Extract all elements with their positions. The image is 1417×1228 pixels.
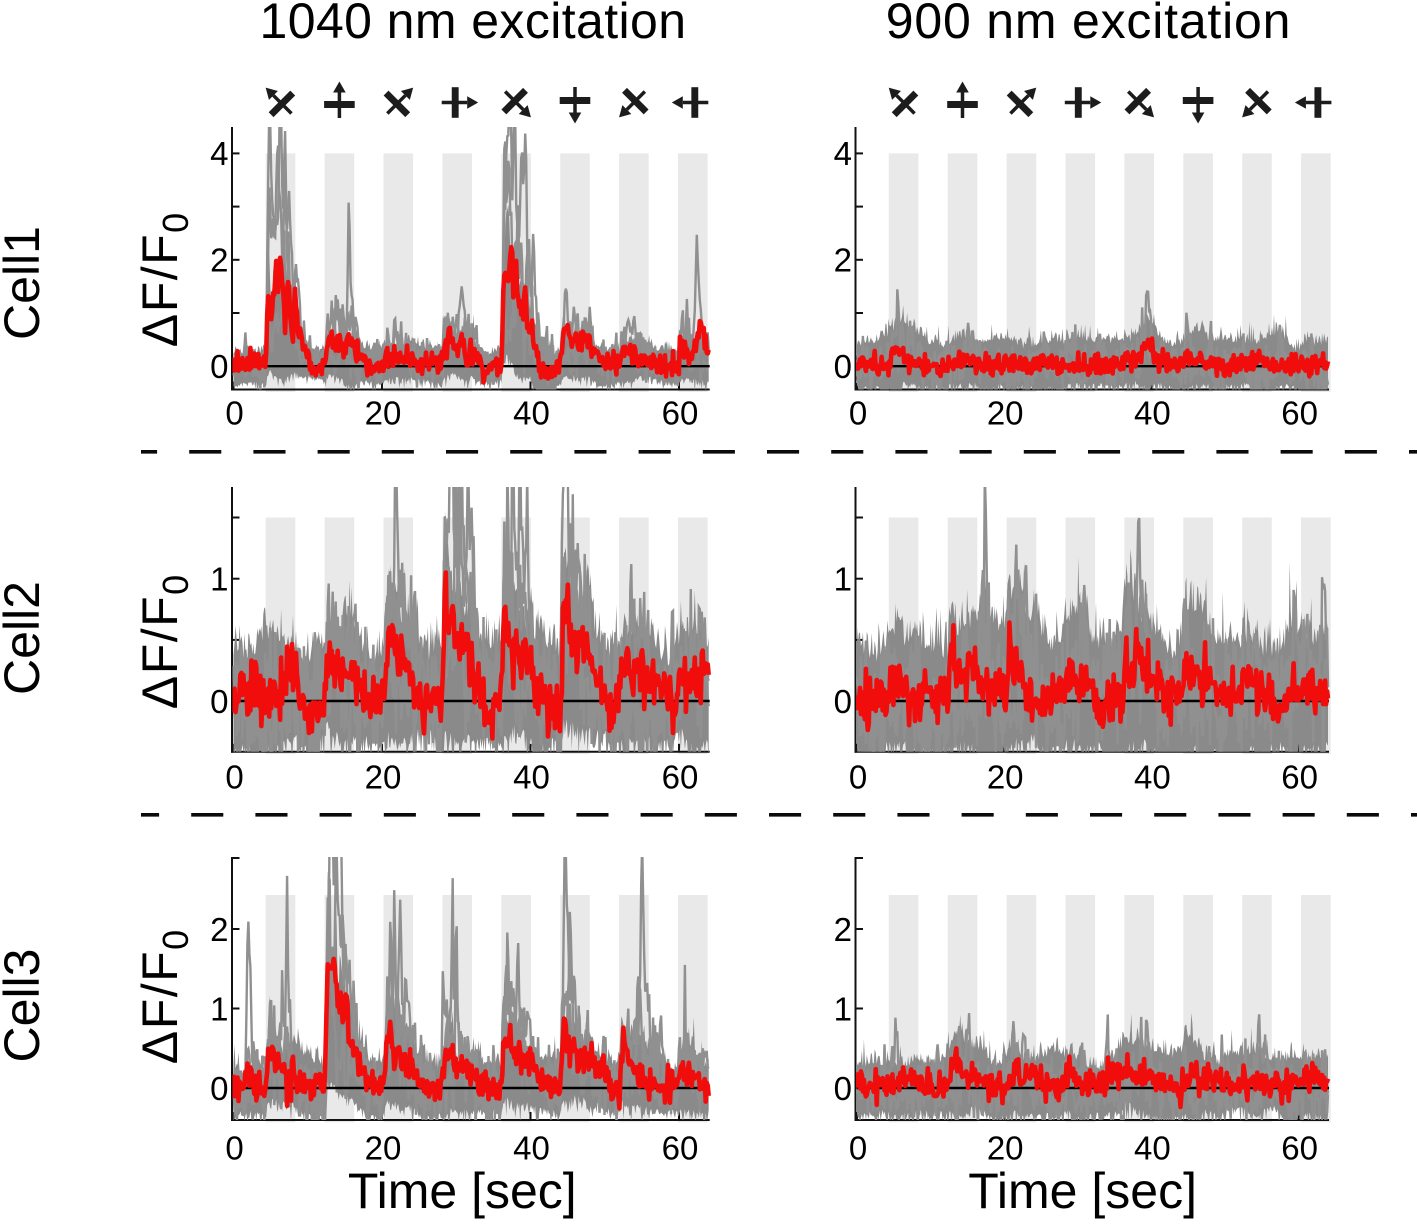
svg-text:0: 0 (225, 395, 243, 432)
svg-text:2: 2 (834, 242, 852, 279)
svg-text:20: 20 (365, 1129, 402, 1166)
svg-text:1040 nm excitation: 1040 nm excitation (260, 0, 687, 49)
svg-text:900 nm excitation: 900 nm excitation (886, 0, 1292, 49)
svg-text:20: 20 (365, 395, 402, 432)
svg-text:0: 0 (210, 683, 228, 720)
svg-text:0: 0 (210, 1070, 228, 1107)
svg-text:20: 20 (987, 1129, 1024, 1166)
svg-text:Cell3: Cell3 (0, 949, 50, 1063)
svg-text:1: 1 (210, 990, 228, 1027)
svg-text:60: 60 (662, 1129, 699, 1166)
svg-text:40: 40 (1134, 759, 1171, 796)
svg-text:40: 40 (1134, 395, 1171, 432)
svg-text:2: 2 (210, 242, 228, 279)
svg-text:0: 0 (834, 1070, 852, 1107)
svg-text:40: 40 (513, 395, 550, 432)
svg-text:0: 0 (225, 759, 243, 796)
svg-text:60: 60 (1281, 759, 1318, 796)
svg-text:1: 1 (210, 561, 228, 598)
svg-text:20: 20 (365, 759, 402, 796)
svg-text:2: 2 (834, 911, 852, 948)
svg-text:1: 1 (834, 990, 852, 1027)
svg-text:60: 60 (662, 759, 699, 796)
svg-text:1: 1 (834, 561, 852, 598)
svg-text:4: 4 (834, 135, 852, 172)
svg-text:0: 0 (834, 683, 852, 720)
svg-text:20: 20 (987, 759, 1024, 796)
svg-text:40: 40 (1134, 1129, 1171, 1166)
svg-text:20: 20 (987, 395, 1024, 432)
svg-text:ΔF/F0: ΔF/F0 (132, 930, 196, 1064)
svg-text:60: 60 (1281, 1129, 1318, 1166)
svg-text:0: 0 (225, 1129, 243, 1166)
svg-text:40: 40 (513, 759, 550, 796)
svg-text:Time [sec]: Time [sec] (968, 1163, 1197, 1219)
svg-text:0: 0 (849, 395, 867, 432)
svg-text:Time [sec]: Time [sec] (348, 1163, 577, 1219)
svg-text:60: 60 (662, 395, 699, 432)
svg-text:ΔF/F0: ΔF/F0 (132, 213, 196, 347)
svg-text:60: 60 (1281, 395, 1318, 432)
svg-text:40: 40 (513, 1129, 550, 1166)
svg-text:Cell2: Cell2 (0, 581, 50, 695)
svg-text:2: 2 (210, 911, 228, 948)
svg-text:0: 0 (849, 1129, 867, 1166)
svg-text:0: 0 (834, 348, 852, 385)
svg-text:0: 0 (849, 759, 867, 796)
svg-text:4: 4 (210, 135, 228, 172)
svg-text:Cell1: Cell1 (0, 226, 50, 340)
svg-text:ΔF/F0: ΔF/F0 (132, 575, 196, 709)
svg-text:0: 0 (210, 348, 228, 385)
